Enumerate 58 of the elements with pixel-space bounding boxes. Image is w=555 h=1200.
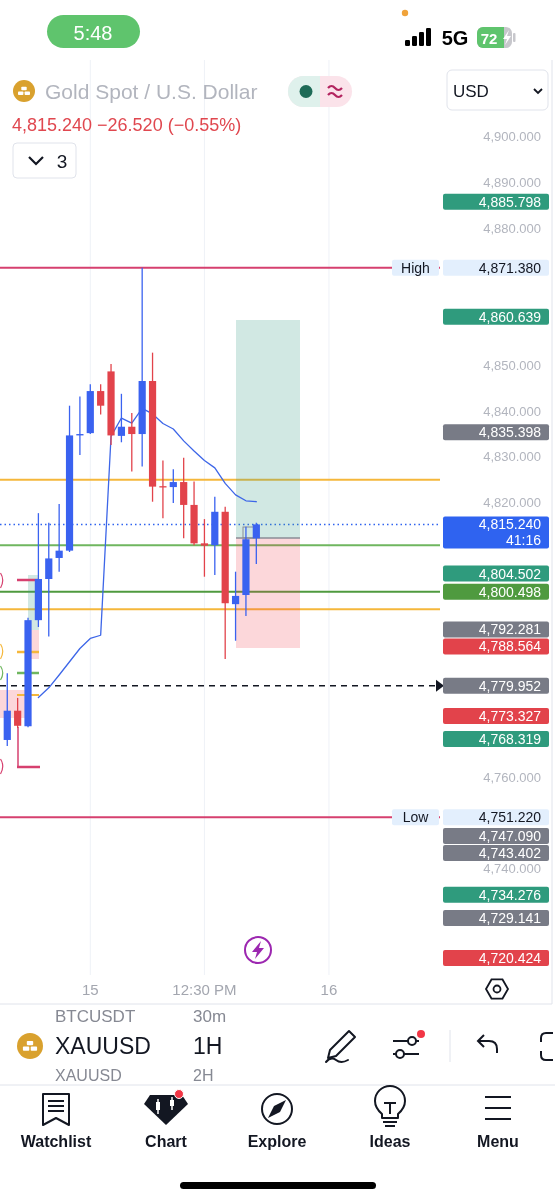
y-tick-label: 4,880.000 [483, 220, 541, 236]
y-tick-label: 4,734.276 [478, 886, 542, 903]
text: 1H [193, 1033, 223, 1059]
text: Ideas [369, 1132, 411, 1150]
text: BTCUSDT [55, 1006, 136, 1026]
ref-line-label: High [401, 259, 430, 276]
text: USD [453, 81, 489, 101]
y-tick-label: 4,760.000 [483, 769, 541, 785]
y-tick-label: 4,740.000 [483, 860, 541, 876]
text: 30m [193, 1006, 227, 1026]
y-tick-label: 4,885.798 [478, 193, 542, 210]
text: Explore [247, 1132, 307, 1150]
y-tick-label: 4,830.000 [483, 449, 541, 465]
y-tick-label: 4,820.000 [483, 495, 541, 511]
candlestick [55, 503, 63, 573]
ref-line-label: Low [402, 809, 430, 826]
text: 41:16 [505, 532, 542, 549]
y-tick-label: 4,835.398 [478, 424, 542, 441]
y-tick-label: 4,850.000 [483, 357, 541, 373]
x-tick-label: 12:30 PM [172, 980, 237, 998]
y-tick-label: 4,788.564 [478, 638, 542, 655]
y-tick-label: 4,900.000 [483, 129, 541, 145]
x-tick-label: 16 [320, 980, 338, 998]
y-tick-label: 4,840.000 [483, 403, 541, 419]
candlestick [200, 518, 209, 578]
y-tick-label: 4,800.498 [478, 583, 542, 600]
text: 5G [441, 27, 469, 49]
candlestick [180, 457, 188, 539]
candlestick [128, 412, 136, 473]
y-tick-label: 4,792.281 [478, 621, 542, 638]
candlestick [231, 571, 240, 642]
y-tick-label: 4,871.380 [478, 259, 542, 276]
text: Menu [477, 1132, 519, 1150]
text: 4,815.240 −26.520 (−0.55%) [12, 115, 242, 135]
annotation: 3 [56, 150, 68, 172]
y-tick-label: 4,773.327 [478, 708, 542, 725]
y-tick-label: 4,804.502 [478, 565, 542, 582]
y-tick-label: 4,779.952 [478, 677, 542, 694]
y-tick-label: 4,860.639 [478, 308, 542, 325]
candlestick [97, 383, 105, 416]
y-tick-label: 4,747.090 [478, 828, 542, 845]
text: XAUUSD [55, 1066, 122, 1084]
y-tick-label: 4,751.220 [478, 809, 542, 826]
text: Gold Spot / U.S. Dollar [45, 79, 258, 103]
text: 2H [193, 1066, 214, 1084]
y-tick-label: 4,768.319 [478, 730, 542, 747]
y-tick-label: 4,743.402 [478, 844, 542, 861]
y-tick-label: 4,729.141 [478, 910, 542, 927]
text: Watchlist [20, 1132, 92, 1150]
y-tick-label: 4,720.424 [478, 949, 542, 966]
text: Chart [145, 1132, 188, 1150]
text: 72 [480, 29, 498, 47]
candlestick [169, 468, 177, 504]
text: XAUUSD [55, 1033, 151, 1059]
text: 5:48 [73, 22, 113, 44]
y-tick-label: 4,815.240 [478, 516, 542, 533]
y-tick-label: 4,890.000 [483, 175, 541, 191]
x-tick-label: 15 [81, 980, 99, 998]
